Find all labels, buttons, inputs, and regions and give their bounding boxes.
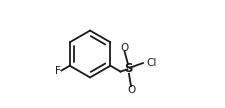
Text: O: O bbox=[120, 43, 128, 53]
Text: F: F bbox=[54, 66, 60, 75]
Text: Cl: Cl bbox=[146, 58, 156, 68]
Text: S: S bbox=[124, 62, 132, 75]
Text: O: O bbox=[126, 85, 135, 95]
